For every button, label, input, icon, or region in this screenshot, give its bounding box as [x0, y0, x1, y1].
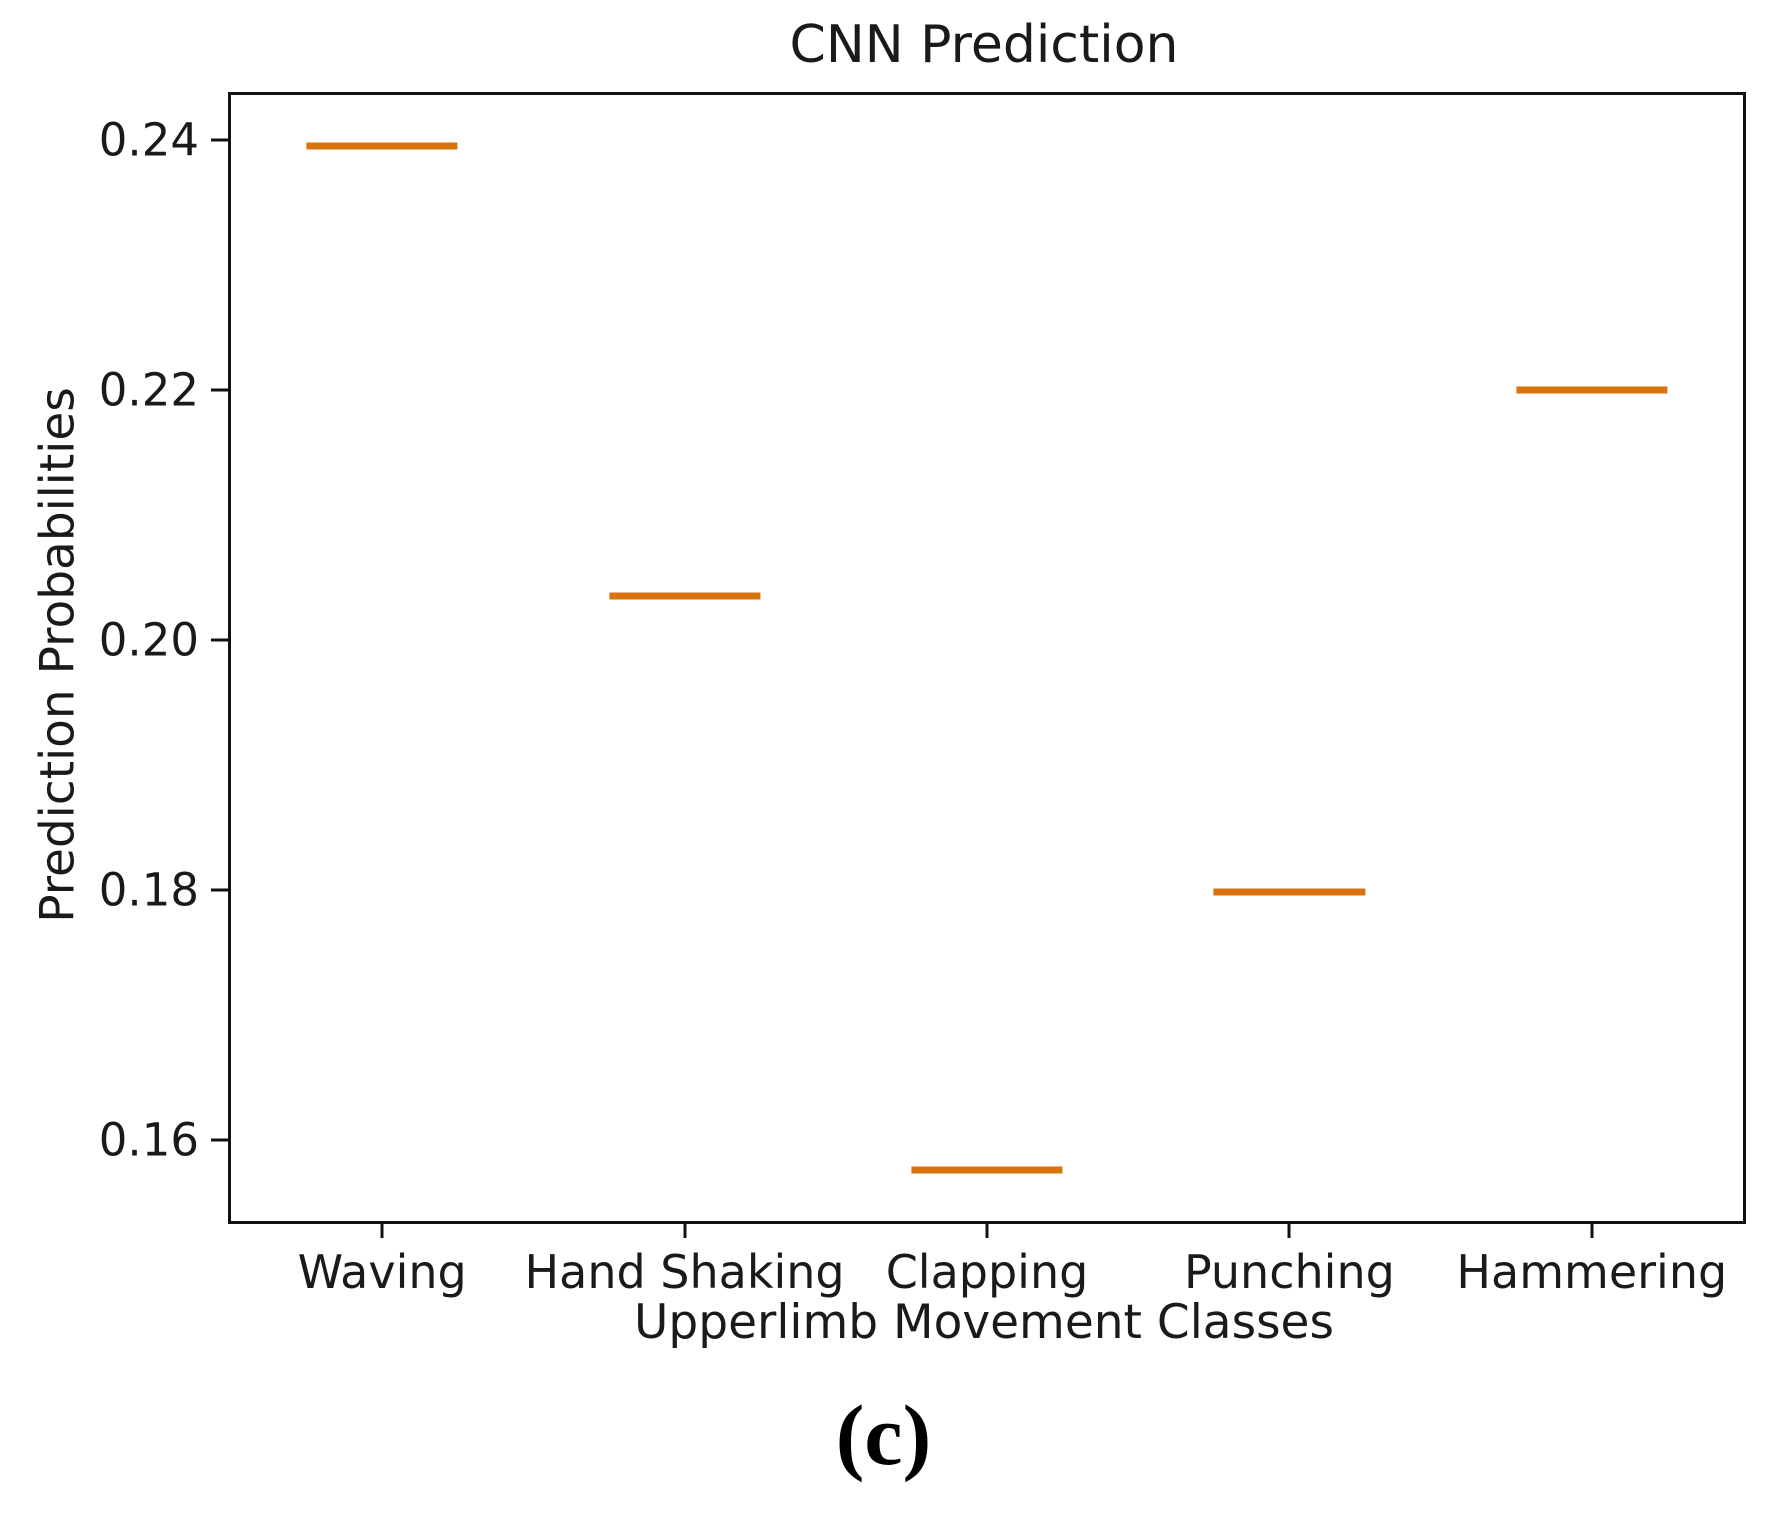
y-axis-label: Prediction Probabilities	[30, 387, 86, 923]
x-tick	[985, 1224, 989, 1238]
x-tick-label-punching: Punching	[1183, 1245, 1395, 1299]
x-tick-label-waving: Waving	[297, 1245, 467, 1299]
median-line-hammering	[1516, 386, 1668, 394]
median-line-punching	[1213, 888, 1365, 896]
y-tick	[211, 638, 228, 642]
y-tick	[211, 1138, 228, 1142]
chart-title: CNN Prediction	[789, 15, 1179, 75]
y-tick	[211, 388, 228, 392]
x-tick	[683, 1224, 687, 1238]
x-tick-label-hand-shaking: Hand Shaking	[524, 1245, 845, 1299]
median-line-clapping	[911, 1166, 1063, 1174]
x-tick	[1287, 1224, 1291, 1238]
y-tick-label: 0.24	[98, 113, 199, 167]
figure-caption: (c)	[835, 1387, 932, 1483]
x-axis-label: Upperlimb Movement Classes	[634, 1295, 1334, 1350]
x-tick	[1590, 1224, 1594, 1238]
median-line-waving	[306, 142, 458, 150]
y-tick-label: 0.16	[98, 1113, 199, 1167]
x-tick-label-hammering: Hammering	[1456, 1245, 1728, 1299]
x-tick	[380, 1224, 384, 1238]
y-tick-label: 0.22	[98, 363, 199, 417]
y-tick	[211, 888, 228, 892]
y-tick	[211, 138, 228, 142]
y-tick-label: 0.18	[98, 863, 199, 917]
plot-area: 0.16 0.18 0.20 0.22 0.24 Waving Hand Shaking Cl…	[99, 92, 1746, 1295]
y-tick-label: 0.20	[98, 613, 199, 667]
x-tick-label-clapping: Clapping	[885, 1245, 1089, 1299]
median-line-hand-shaking	[609, 592, 761, 600]
